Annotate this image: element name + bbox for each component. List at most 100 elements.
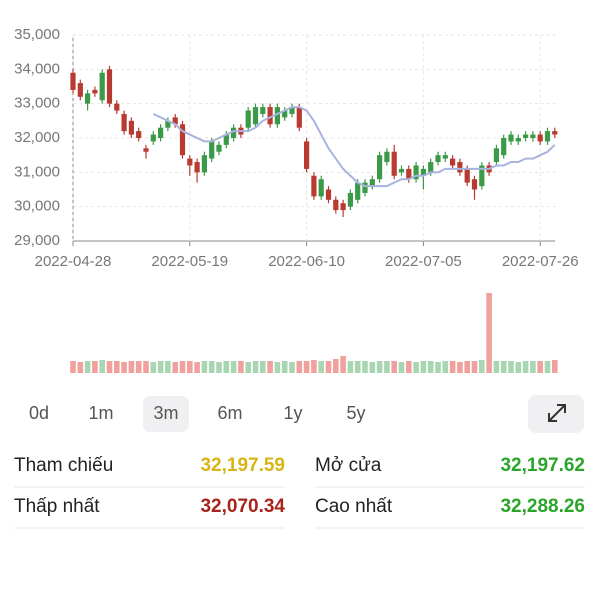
period-button[interactable]: 6m	[217, 403, 242, 423]
candle-body	[362, 182, 368, 193]
candle-body	[420, 168, 426, 176]
expand-icon	[548, 404, 566, 422]
candle-body	[267, 107, 273, 125]
volume-bar	[70, 361, 76, 373]
period-button[interactable]: 5y	[346, 403, 365, 423]
y-tick-label: 31,000	[14, 163, 60, 180]
candle-body	[92, 89, 98, 94]
stat-value: 32,288.26	[500, 496, 585, 517]
volume-bar	[187, 361, 193, 373]
volume-bar	[537, 361, 543, 373]
volume-bar	[114, 361, 120, 373]
volume-bar	[500, 361, 507, 373]
volume-bar	[303, 361, 310, 373]
volume-bar	[471, 361, 478, 373]
volume-bar	[493, 361, 500, 373]
volume-bar	[427, 361, 434, 373]
candle-body	[464, 168, 470, 183]
stat-value: 32,197.59	[200, 455, 285, 476]
candle-body	[260, 107, 266, 114]
candle-body	[544, 131, 551, 142]
stat-label: Thấp nhất	[14, 496, 100, 517]
volume-bar	[216, 362, 222, 373]
x-tick-label: 2022-06-10	[268, 253, 345, 270]
candle-body	[223, 134, 229, 145]
candle-body	[552, 131, 558, 135]
volume-bar	[347, 361, 354, 373]
y-tick-label: 30,000	[14, 198, 60, 215]
volume-bar	[150, 362, 157, 373]
candle-body	[209, 141, 215, 159]
volume-bar	[230, 361, 237, 373]
candle-body	[493, 148, 499, 163]
volume-bar	[84, 361, 91, 373]
volume-bar	[530, 361, 536, 373]
x-tick-label: 2022-07-26	[502, 253, 579, 270]
volume-bar	[311, 360, 317, 373]
y-tick-label: 33,000	[14, 95, 60, 112]
volume-bar	[179, 361, 186, 373]
candle-body	[296, 107, 302, 128]
volume-bar	[238, 361, 244, 373]
candle-body	[428, 162, 434, 173]
candle-body	[136, 131, 142, 138]
candle-body	[333, 199, 339, 211]
volume-bar	[420, 361, 427, 373]
candle-body	[106, 69, 113, 104]
candle-body	[377, 155, 383, 180]
candle-body	[325, 189, 332, 200]
volume-bar	[281, 361, 288, 373]
x-tick-label: 2022-04-28	[35, 253, 112, 270]
volume-bar	[376, 361, 383, 373]
volume-bar	[325, 361, 332, 373]
volume-bar	[406, 361, 412, 373]
candle-body	[311, 175, 317, 197]
volume-bar	[464, 361, 470, 373]
x-tick-label: 2022-05-19	[151, 253, 228, 270]
candle-body	[150, 134, 156, 142]
period-button[interactable]: 0d	[29, 403, 49, 423]
y-tick-label: 32,000	[14, 129, 60, 146]
candle-body	[114, 103, 120, 111]
volume-bar	[143, 361, 149, 373]
candle-body	[501, 138, 507, 156]
stat-value: 32,197.62	[500, 455, 585, 476]
candle-body	[384, 151, 390, 163]
candle-body	[537, 134, 543, 142]
volume-bar	[121, 362, 127, 373]
period-button[interactable]: 1m	[88, 403, 113, 423]
candle-body	[245, 110, 251, 128]
candle-body	[340, 203, 346, 211]
volume-bar	[384, 361, 390, 373]
period-button[interactable]: 1y	[283, 403, 302, 423]
candle-body	[77, 83, 83, 97]
volume-bar	[544, 361, 551, 373]
candle-body	[435, 155, 441, 163]
candle-body	[85, 93, 91, 104]
period-button[interactable]: 3m	[153, 403, 178, 423]
candle-body	[457, 162, 463, 173]
candle-body	[530, 134, 536, 138]
candle-body	[70, 72, 76, 90]
volume-bar	[208, 361, 215, 373]
y-tick-label: 34,000	[14, 60, 60, 77]
volume-bar	[274, 362, 281, 373]
volume-bar	[267, 361, 273, 373]
volume-bar	[252, 361, 259, 373]
volume-bar	[442, 361, 449, 373]
volume-bar	[77, 362, 84, 373]
candle-body	[398, 168, 405, 173]
volume-bar	[479, 360, 485, 373]
candle-body	[274, 107, 280, 125]
y-tick-label: 35,000	[14, 26, 60, 43]
candle-body	[406, 168, 412, 180]
moving-average-line	[152, 106, 556, 188]
candle-body	[479, 165, 485, 187]
volume-bar	[435, 362, 441, 373]
volume-bar	[194, 362, 200, 373]
candle-body	[231, 127, 237, 138]
y-tick-label: 29,000	[14, 232, 60, 249]
volume-bar	[165, 361, 171, 373]
candle-body	[282, 110, 288, 118]
